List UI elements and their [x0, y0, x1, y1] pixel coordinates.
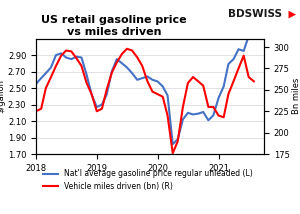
Y-axis label: $/gallon: $/gallon	[0, 79, 5, 113]
Text: ◀: ◀	[288, 9, 296, 19]
Legend: Nat'l average gasoline price regular unleaded (L), Vehicle miles driven (bn) (R): Nat'l average gasoline price regular unl…	[40, 166, 256, 194]
Text: US retail gasoline price
vs miles driven: US retail gasoline price vs miles driven	[41, 15, 187, 37]
Y-axis label: Bn miles: Bn miles	[292, 78, 300, 114]
Text: BDSWISS: BDSWISS	[228, 9, 282, 19]
